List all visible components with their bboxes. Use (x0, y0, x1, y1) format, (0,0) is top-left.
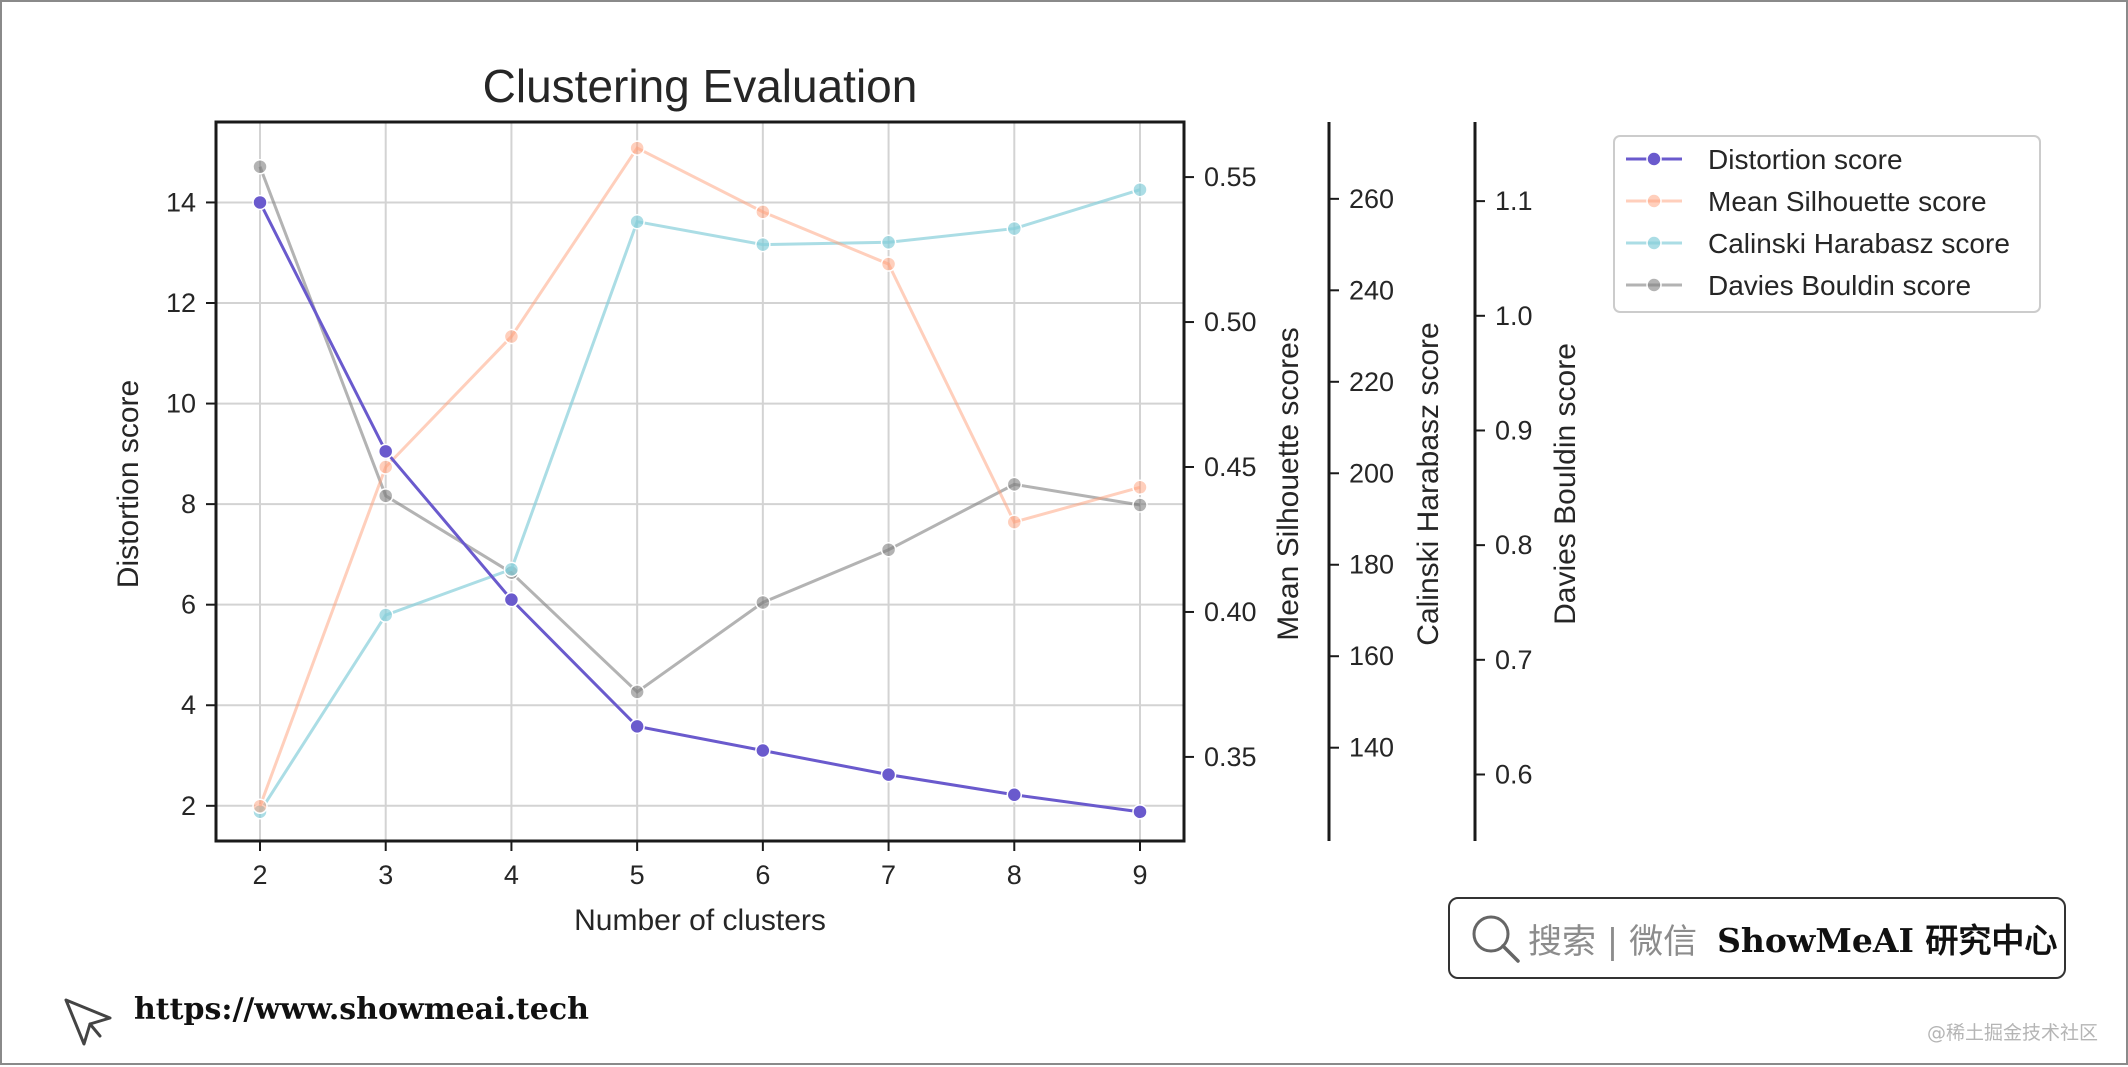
davies-bouldin-score-point (1006, 476, 1023, 493)
calinski-harabasz-score-point (503, 561, 520, 578)
mean-silhouette-score-point (503, 328, 520, 345)
x-tick-label: 9 (1132, 860, 1147, 890)
calinski-harabasz-score-point (1006, 220, 1023, 237)
legend-marker (1646, 277, 1662, 293)
silhouette-axis-label: Mean Silhouette scores (1272, 327, 1305, 641)
x-tick-label: 3 (378, 860, 393, 890)
site-url[interactable]: https://www.showmeai.tech (134, 992, 589, 1027)
distortion-score-point (880, 766, 897, 783)
distortion-tick-label: 14 (166, 187, 196, 217)
davies-bouldin-score-point (880, 541, 897, 558)
watermark: @稀土掘金技术社区 (1926, 1022, 2098, 1044)
distortion-score-point (503, 591, 520, 608)
magnifier-icon (1472, 915, 1520, 963)
search-hint: 搜索 | 微信 (1528, 921, 1698, 962)
series-layer (252, 140, 1148, 820)
x-tick-label: 6 (755, 860, 770, 890)
search-box[interactable]: 搜索 | 微信 ShowMeAI 研究中心 (1448, 897, 2066, 979)
davies-bouldin-score-line (258, 166, 1141, 694)
silhouette-tick-label: 0.40 (1204, 597, 1257, 627)
distortion-tick-label: 4 (181, 690, 196, 720)
calinski-tick-label: 200 (1349, 458, 1394, 488)
legend-marker (1646, 193, 1662, 209)
distortion-tick-label: 2 (181, 791, 196, 821)
distortion-score-point (377, 443, 394, 460)
davies-tick-label: 0.8 (1495, 530, 1533, 560)
silhouette-tick-label: 0.50 (1204, 307, 1257, 337)
calinski-harabasz-score-point (880, 234, 897, 251)
chart-title: Clustering Evaluation (483, 60, 918, 112)
davies-bouldin-score-point (252, 158, 268, 175)
plot-frame (214, 120, 1186, 843)
mean-silhouette-score-point (1006, 514, 1023, 530)
x-tick-label: 7 (881, 860, 896, 890)
x-tick-label: 2 (252, 860, 267, 890)
legend-label: Mean Silhouette score (1708, 186, 1987, 217)
legend-label: Distortion score (1708, 144, 1903, 175)
calinski-harabasz-score-point (377, 607, 394, 623)
silhouette-tick-label: 0.45 (1204, 452, 1257, 482)
legend-entries: Distortion score Mean Silhouette score Cal… (1626, 144, 2010, 301)
davies-tick-label: 0.7 (1495, 645, 1533, 675)
legend-frame (1613, 135, 2041, 313)
mean-silhouette-score-line (258, 146, 1141, 807)
silhouette-tick-label: 0.35 (1204, 742, 1257, 772)
davies-bouldin-score-point (629, 684, 645, 700)
distortion-score-point (1006, 786, 1023, 803)
grid-layer (216, 122, 1184, 841)
axes-layer: 2 3 4 5 6 7 8 9 2 4 6 8 10 12 14 0.35 0.40 0.45 0.50 0.55 14… (166, 122, 1533, 890)
legend-label: Davies Bouldin score (1708, 270, 1971, 301)
silhouette-tick-label: 0.55 (1204, 162, 1257, 192)
calinski-harabasz-score-point (629, 213, 645, 230)
calinski-tick-label: 260 (1349, 184, 1394, 214)
davies-tick-label: 0.9 (1495, 415, 1533, 445)
davies-tick-label: 0.6 (1495, 759, 1533, 789)
distortion-score-point (629, 718, 645, 735)
calinski-axis-label: Calinski Harabasz score (1412, 322, 1445, 645)
x-tick-label: 5 (630, 860, 645, 890)
calinski-harabasz-score-line (258, 188, 1141, 813)
calinski-tick-label: 240 (1349, 275, 1394, 305)
calinski-tick-label: 180 (1349, 550, 1394, 580)
distortion-tick-label: 6 (181, 590, 196, 620)
davies-bouldin-score-point (377, 488, 394, 504)
distortion-score-point (755, 742, 771, 759)
mean-silhouette-score-point (252, 798, 268, 814)
brand-name: ShowMeAI 研究中心 (1717, 921, 2058, 960)
davies-axis-label: Davies Bouldin score (1549, 343, 1582, 625)
davies-tick-label: 1.1 (1495, 186, 1533, 216)
legend-marker (1646, 235, 1662, 251)
davies-bouldin-score-point (755, 594, 771, 611)
mean-silhouette-score-point (755, 204, 771, 220)
mean-silhouette-score-point (377, 459, 394, 475)
mean-silhouette-score-point (629, 140, 645, 156)
distortion-score-point (1132, 804, 1148, 820)
x-axis-label: Number of clusters (574, 904, 826, 937)
distortion-score-point (252, 194, 268, 211)
mean-silhouette-score-point (880, 256, 897, 272)
legend-marker (1646, 151, 1662, 167)
calinski-tick-label: 160 (1349, 641, 1394, 671)
x-tick-label: 8 (1007, 860, 1022, 890)
mean-silhouette-score-point (1132, 479, 1148, 496)
distortion-tick-label: 12 (166, 288, 196, 318)
distortion-axis-label: Distortion score (112, 380, 145, 588)
davies-bouldin-score-point (1132, 497, 1148, 513)
distortion-tick-label: 10 (166, 389, 196, 419)
cursor-arrow-icon (64, 998, 112, 1046)
calinski-tick-label: 220 (1349, 367, 1394, 397)
x-tick-label: 4 (504, 860, 519, 890)
calinski-harabasz-score-point (755, 236, 771, 253)
legend-label: Calinski Harabasz score (1708, 228, 2010, 259)
distortion-score-line (258, 201, 1141, 814)
calinski-tick-label: 140 (1349, 733, 1394, 763)
davies-tick-label: 1.0 (1495, 301, 1533, 331)
calinski-harabasz-score-point (1132, 181, 1148, 198)
legend: Distortion score Mean Silhouette score Cal… (1613, 135, 2041, 313)
distortion-tick-label: 8 (181, 489, 196, 519)
